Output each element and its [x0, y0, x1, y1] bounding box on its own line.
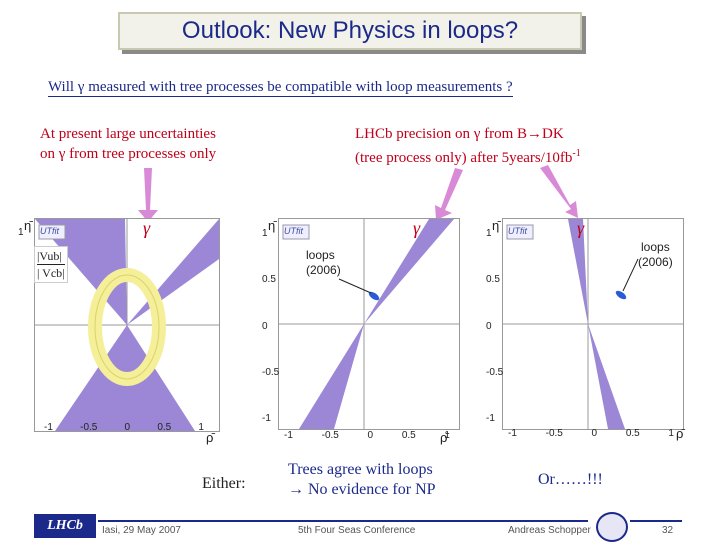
x-ticks-2: -1 -0.5 0 0.5 1 [284, 430, 450, 441]
footer-page-number: 32 [662, 525, 674, 536]
x-axis-label-1: ρ̄ [206, 430, 214, 445]
lhcb-logo: LHCb [34, 514, 96, 538]
right-note-line2: (tree process only) after 5years/10fb-1 [355, 148, 581, 166]
utfit-badge-1: UTfit [40, 226, 59, 236]
gamma-label-3: γ [577, 218, 585, 238]
left-note: At present large uncertainties on γ from… [40, 124, 216, 164]
trees-line2: → No evidence for NP [288, 481, 436, 498]
gamma-band-3-upper [568, 219, 588, 324]
y-ticks-3: 1 0.5 0 -0.5 -1 [486, 228, 504, 424]
y-axis-label-2: η̄ [268, 218, 276, 233]
left-arrow [138, 168, 158, 222]
slide-question: Will γ measured with tree processes be c… [48, 79, 513, 97]
vub-numerator: |Vub| [37, 248, 65, 265]
x-ticks-3: -1 -0.5 0 0.5 1 [508, 428, 674, 439]
y-ticks-2: 1 0.5 0 -0.5 -1 [262, 228, 280, 424]
vub-denominator: | Vcb| [37, 266, 65, 280]
right-note-line1: LHCb precision on γ from B→DK [355, 126, 564, 142]
x-axis-label-2: ρ̄ [440, 430, 448, 445]
left-note-line2: on γ from tree processes only [40, 146, 217, 162]
x-ticks-1: -1 -0.5 0 0.5 1 [44, 422, 204, 433]
y-axis-label-1: η̄ [24, 218, 32, 233]
plot-lhcb-loops [278, 218, 460, 430]
plot-tree-present [34, 218, 220, 432]
right-note: LHCb precision on γ from B→DK (tree proc… [355, 124, 581, 168]
x-axis-label-3: ρ̄ [676, 426, 684, 441]
footer-author: Andreas Schopper [508, 525, 591, 536]
plot-tree-np-canvas [503, 219, 683, 429]
loops-label-3: loops (2006) [638, 240, 673, 270]
loops-blob-3 [615, 290, 627, 300]
slide-title: Outlook: New Physics in loops? [118, 12, 582, 50]
plot-tree-np [502, 218, 684, 430]
gamma-label-1: γ [143, 218, 151, 238]
loops-label-3-line2: (2006) [638, 255, 673, 269]
either-label: Either: [202, 475, 246, 492]
y-axis-label-3: η̄ [492, 218, 500, 233]
left-note-line1: At present large uncertainties [40, 126, 216, 142]
gamma-band-3-lower [588, 324, 625, 429]
loops-label-2: loops (2006) [306, 248, 341, 278]
gamma-band-2-lower [299, 324, 364, 429]
loops-blob-2 [368, 291, 380, 301]
middle-arrow [435, 168, 463, 220]
utfit-badge-2: UTfit [284, 226, 303, 236]
gamma-band-2-upper [364, 219, 454, 324]
utfit-badge-3: UTfit [508, 226, 527, 236]
footer-place-date: Iasi, 29 May 2007 [102, 525, 181, 536]
loops-label-2-line2: (2006) [306, 263, 341, 277]
cern-logo-icon [596, 512, 628, 542]
footer-rule [98, 520, 588, 522]
gamma-label-2: γ [413, 218, 421, 238]
y-ticks-1: 1 [18, 227, 24, 238]
plot-tree-present-canvas [35, 219, 219, 431]
trees-statement: Trees agree with loops → No evidence for… [288, 460, 436, 500]
vub-vcb-label: |Vub| | Vcb| [34, 246, 68, 283]
trees-line1: Trees agree with loops [288, 461, 433, 478]
plot-lhcb-loops-canvas [279, 219, 459, 429]
loops-label-3-line1: loops [641, 240, 670, 254]
loops-label-2-line1: loops [306, 248, 335, 262]
right-arrow [540, 165, 578, 218]
footer-conference: 5th Four Seas Conference [298, 525, 416, 536]
footer-rule-right [630, 520, 682, 522]
or-label: Or……!!! [538, 471, 603, 488]
